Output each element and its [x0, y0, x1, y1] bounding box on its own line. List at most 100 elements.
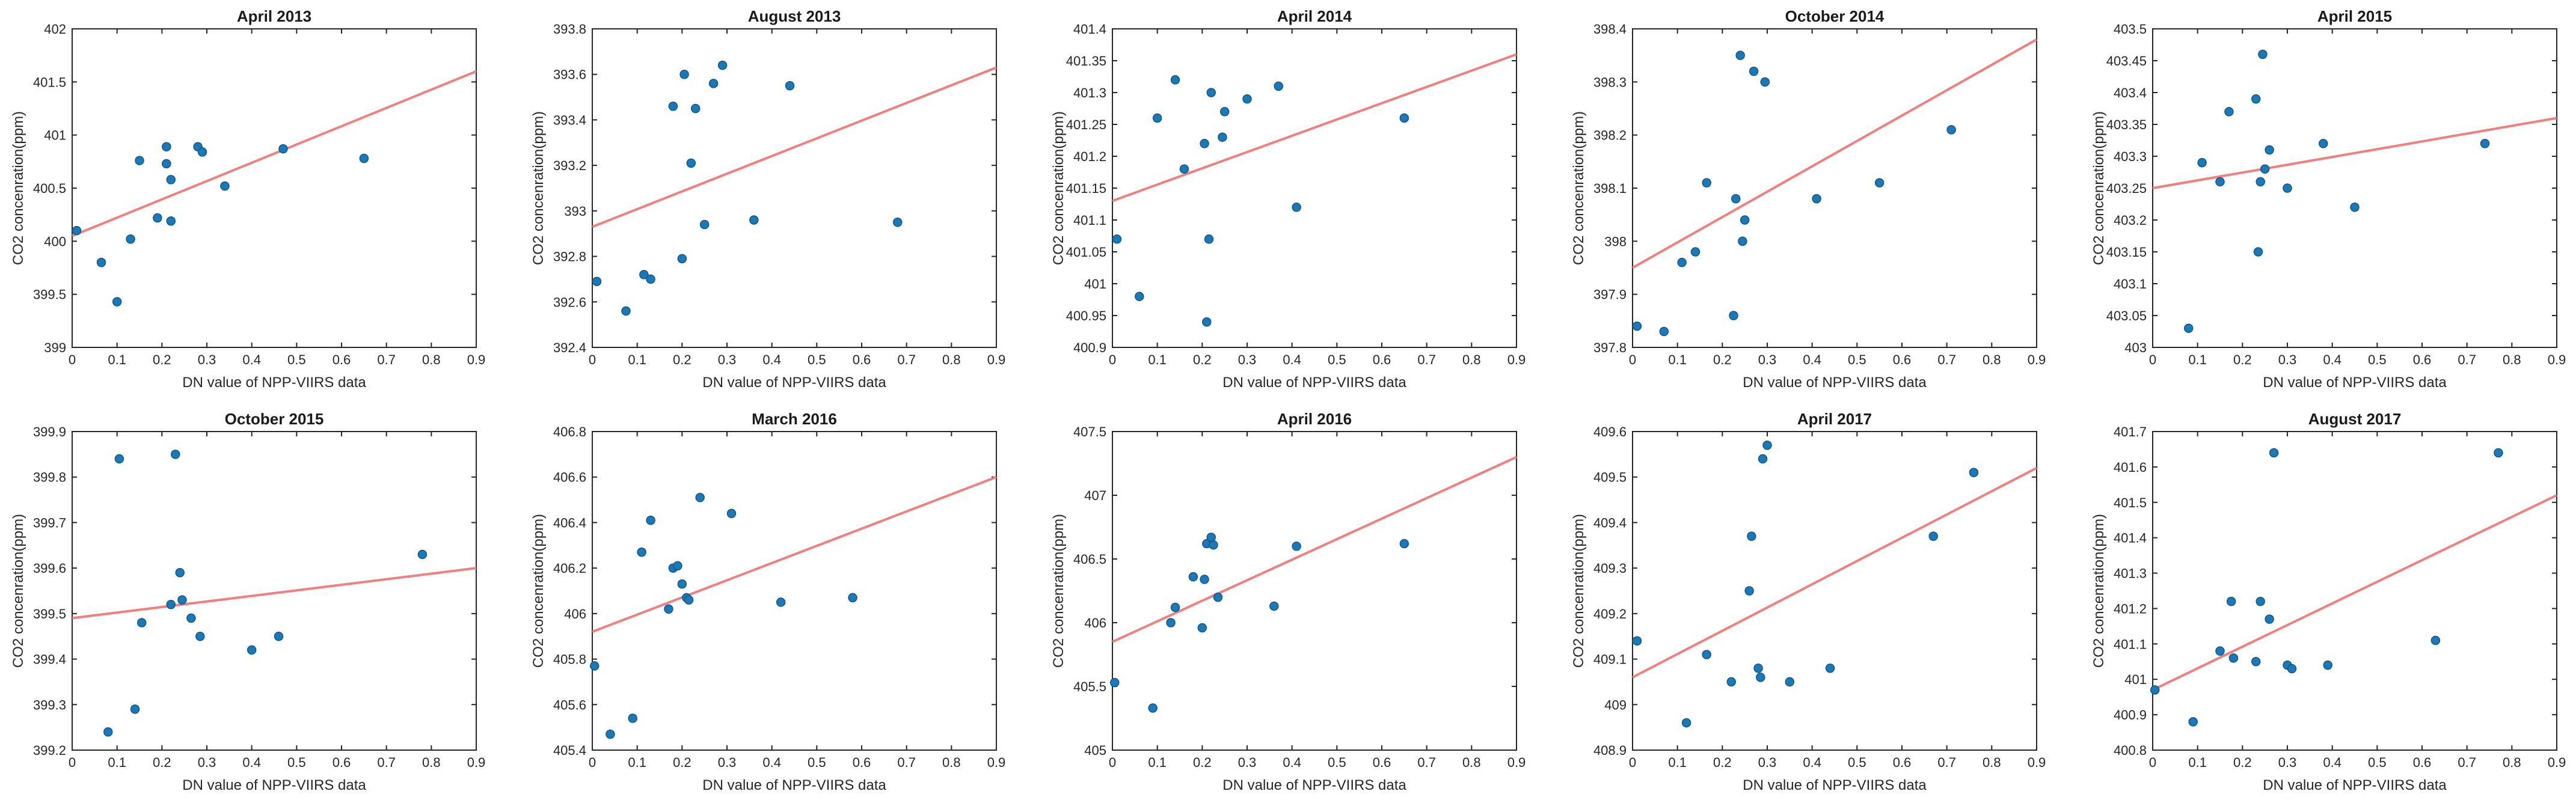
data-point: [776, 597, 786, 607]
data-point: [1632, 636, 1642, 646]
x-tick-label: 0: [2149, 755, 2156, 770]
y-tick-label: 399.7: [33, 515, 66, 530]
data-point: [637, 547, 646, 557]
y-tick-label: 400: [44, 234, 66, 249]
x-tick-label: 0.1: [2188, 352, 2207, 367]
y-axis-label: CO2 concenration(ppm): [10, 514, 26, 668]
data-point: [1152, 113, 1162, 123]
trend-line: [1112, 53, 1517, 203]
data-point: [274, 631, 284, 641]
data-point: [2287, 664, 2297, 674]
x-tick-label: 0.5: [1848, 352, 1866, 367]
x-tick-label: 0.7: [897, 352, 916, 367]
x-tick-label: 0.9: [2548, 755, 2566, 770]
x-tick-label: 0.3: [1758, 755, 1777, 770]
x-tick-label: 0: [69, 352, 76, 367]
data-point: [1218, 132, 1227, 142]
x-tick-label: 0: [1629, 755, 1636, 770]
x-tick-label: 0.7: [1937, 352, 1956, 367]
data-point: [673, 561, 682, 571]
y-tick-label: 409.6: [1593, 424, 1627, 439]
y-tick-label: 401.4: [2114, 531, 2147, 546]
y-tick-label: 406: [1084, 615, 1106, 630]
data-point: [1760, 77, 1770, 87]
data-point: [2215, 646, 2225, 656]
x-tick-label: 0.1: [2188, 755, 2207, 770]
trend-line: [72, 567, 477, 620]
x-tick-label: 0.8: [1462, 755, 1481, 770]
data-point: [278, 144, 288, 154]
data-point: [1399, 539, 1409, 549]
data-point: [1946, 125, 1956, 135]
data-point: [1785, 677, 1795, 687]
chart-title: April 2017: [1797, 410, 1872, 428]
x-tick-label: 0.6: [853, 755, 871, 770]
x-tick-label: 0.8: [1983, 755, 2001, 770]
x-tick-label: 0.1: [108, 755, 126, 770]
x-tick-label: 0.8: [942, 352, 961, 367]
y-tick-label: 393.4: [553, 112, 586, 127]
trend-line: [592, 475, 997, 634]
data-point: [220, 181, 230, 191]
x-tick-label: 0.2: [1713, 755, 1732, 770]
data-point: [153, 213, 162, 223]
x-tick-label: 0: [589, 352, 596, 367]
data-point: [589, 661, 600, 671]
axes-frame: [2152, 28, 2557, 348]
data-point: [1726, 677, 1737, 687]
y-tick-label: 405.5: [1073, 679, 1106, 694]
x-tick-label: 0.1: [1148, 755, 1167, 770]
x-tick-label: 0.5: [287, 755, 306, 770]
y-tick-label: 401.1: [2114, 637, 2147, 652]
data-point: [2197, 157, 2207, 168]
y-tick-label: 409.2: [1593, 606, 1627, 621]
data-point: [2251, 657, 2261, 667]
data-point: [1170, 75, 1180, 85]
y-tick-label: 400.95: [1066, 308, 1106, 323]
data-point: [1747, 531, 1756, 541]
x-tick-label: 0.2: [153, 755, 171, 770]
x-tick-label: 0.6: [1893, 755, 1912, 770]
data-point: [195, 631, 205, 641]
y-tick-label: 403.35: [2106, 117, 2147, 132]
y-tick-label: 401: [2124, 672, 2147, 687]
y-tick-label: 406.8: [553, 424, 586, 439]
x-tick-label: 0.7: [2458, 755, 2476, 770]
y-tick-label: 405.6: [553, 697, 586, 712]
data-point: [1744, 586, 1754, 596]
data-point: [592, 276, 602, 286]
x-tick-label: 0.2: [2233, 755, 2252, 770]
x-tick-label: 0.3: [198, 352, 216, 367]
data-point: [1109, 677, 1120, 688]
x-tick-label: 0.7: [377, 755, 396, 770]
data-point: [1202, 317, 1212, 327]
x-tick-label: 0: [2149, 352, 2156, 367]
x-tick-label: 0.2: [2233, 352, 2252, 367]
data-point: [1731, 194, 1741, 204]
y-tick-label: 392.8: [553, 249, 586, 264]
data-point: [785, 81, 795, 91]
x-tick-label: 0: [1109, 755, 1116, 770]
x-tick-label: 0.5: [2368, 755, 2387, 770]
x-tick-label: 0.9: [1507, 755, 1526, 770]
trend-line: [1632, 466, 2037, 679]
y-tick-label: 403.05: [2106, 308, 2147, 323]
data-point: [892, 218, 903, 227]
x-tick-label: 0.3: [1238, 352, 1257, 367]
y-tick-label: 393.8: [553, 22, 586, 37]
y-axis-label: CO2 concenration(ppm): [1571, 111, 1587, 265]
data-point: [1274, 81, 1284, 91]
y-tick-label: 403: [2124, 340, 2147, 355]
data-point: [247, 645, 257, 655]
x-tick-label: 0.9: [2548, 352, 2566, 367]
y-tick-label: 401: [1084, 276, 1106, 292]
data-point: [1206, 88, 1216, 97]
trend-line: [2152, 117, 2557, 189]
y-tick-label: 392.6: [553, 295, 586, 310]
x-tick-label: 0.8: [2503, 352, 2521, 367]
y-axis-label: CO2 concenration(ppm): [2091, 514, 2107, 668]
data-point: [1749, 66, 1759, 76]
y-tick-label: 400.8: [2114, 743, 2147, 758]
x-tick-label: 0.3: [2278, 352, 2297, 367]
y-tick-label: 401.25: [1066, 117, 1106, 132]
